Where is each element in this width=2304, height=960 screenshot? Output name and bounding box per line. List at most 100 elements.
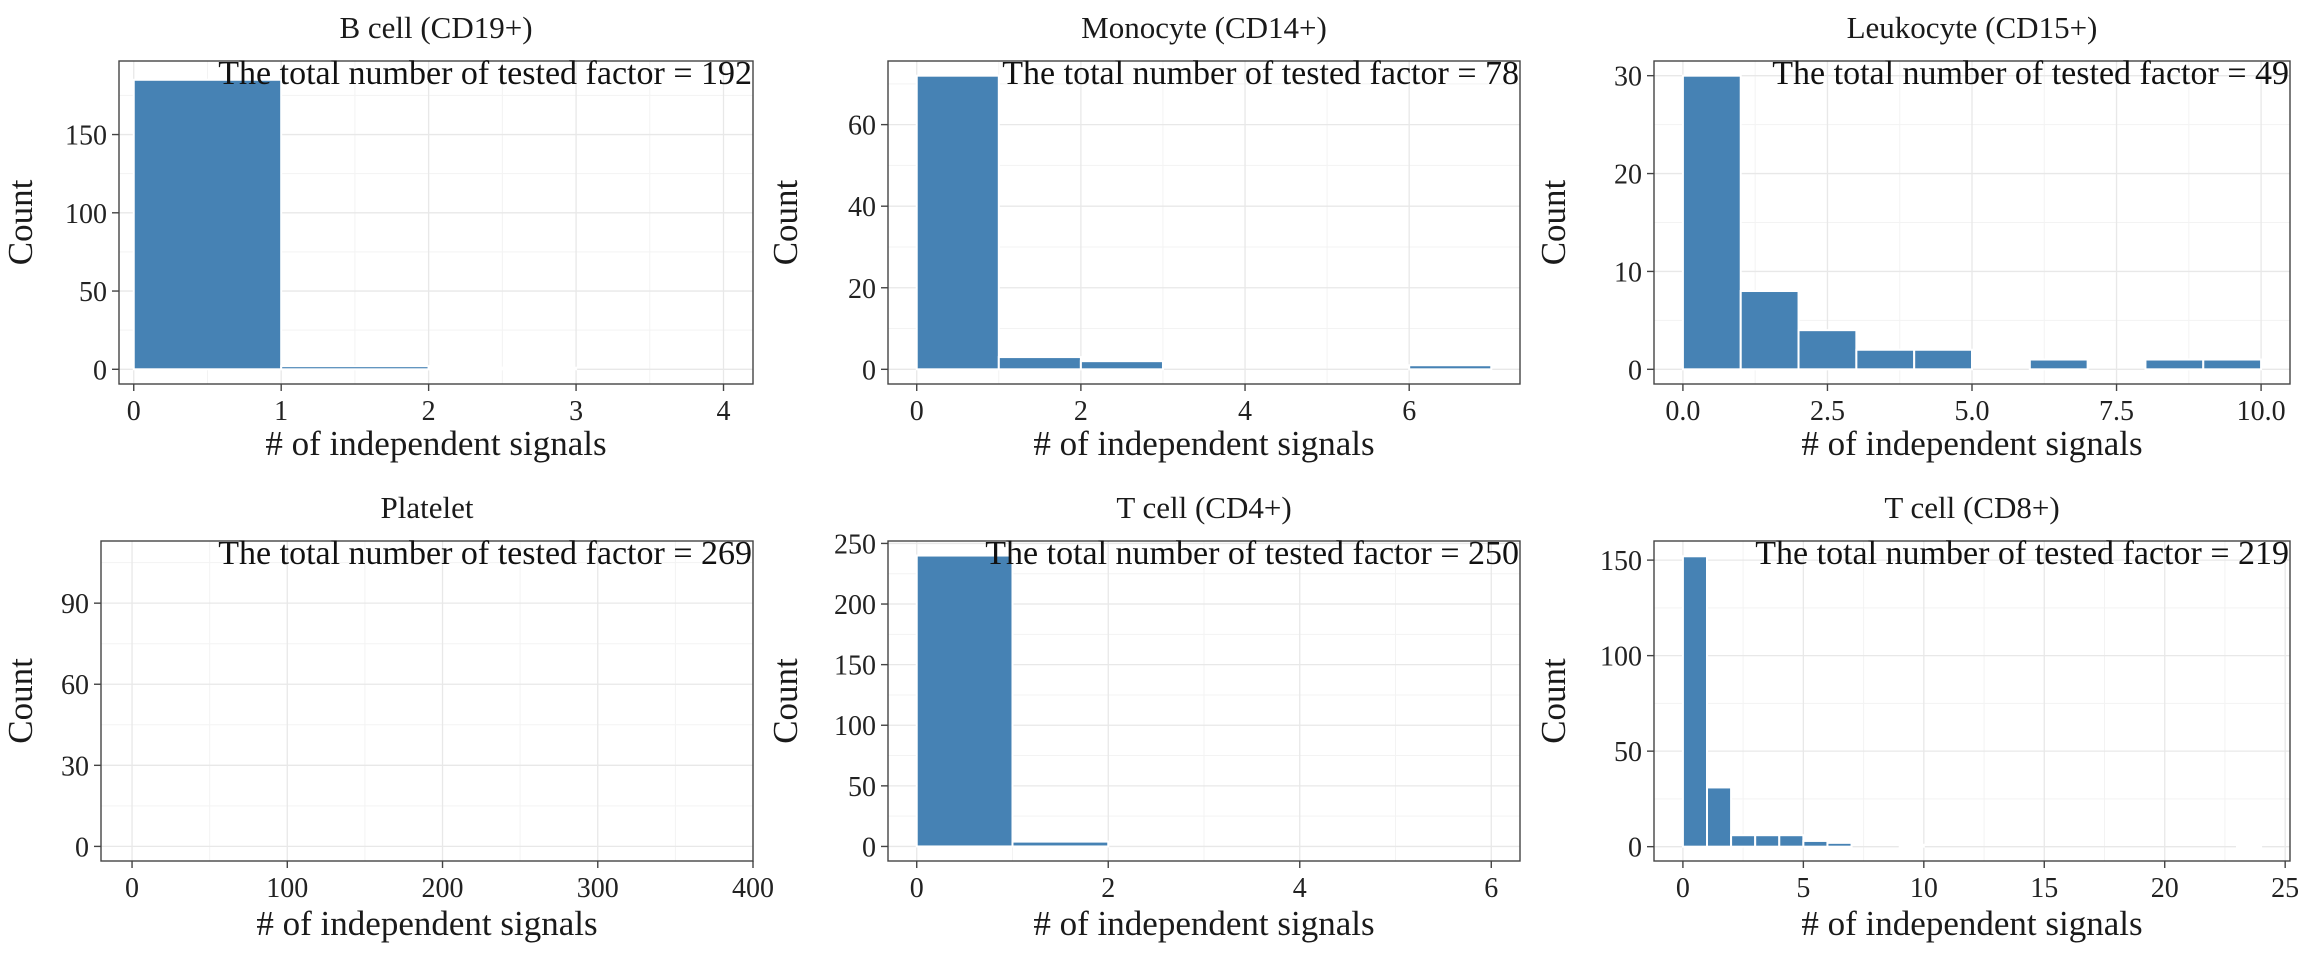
histogram-bar	[427, 366, 578, 371]
x-tick-label: 0	[1676, 873, 1690, 904]
y-axis-label: Count	[1534, 658, 1573, 744]
plot-border	[100, 540, 754, 862]
histogram-bar	[1913, 348, 1973, 371]
y-tick-label: 60	[848, 111, 876, 142]
x-tick-label: 0	[127, 396, 141, 427]
y-tick-label: 40	[848, 192, 876, 223]
histogram-bar	[915, 74, 1000, 371]
x-tick-label: 5	[1796, 873, 1810, 904]
histogram-bar	[132, 78, 283, 371]
x-tick-label: 400	[732, 873, 774, 904]
y-tick-label: 20	[1614, 160, 1642, 191]
y-tick-label: 50	[848, 772, 876, 803]
y-tick-label: 150	[1600, 546, 1642, 577]
x-tick-label: 4	[1293, 873, 1307, 904]
y-tick-label: 0	[1628, 355, 1642, 386]
x-tick-label: 300	[577, 873, 619, 904]
total-factor-annotation: The total number of tested factor = 49	[1772, 55, 2289, 92]
y-tick-label: 0	[1628, 833, 1642, 864]
x-tick-label: 0.0	[1665, 396, 1700, 427]
x-tick-label: 15	[2030, 873, 2058, 904]
y-tick-label: 150	[834, 651, 876, 682]
x-tick-label: 0	[125, 873, 139, 904]
y-tick-label: 200	[834, 590, 876, 621]
y-tick-label: 0	[93, 355, 107, 386]
total-factor-annotation: The total number of tested factor = 192	[218, 55, 752, 92]
x-tick-label: 10.0	[2237, 396, 2286, 427]
x-axis-label: # of independent signals	[1033, 904, 1374, 943]
x-tick-label: 10	[1910, 873, 1938, 904]
x-tick-label: 2	[1101, 873, 1115, 904]
y-axis-label: Count	[1, 658, 40, 744]
y-tick-label: 30	[1614, 62, 1642, 93]
y-tick-label: 250	[834, 529, 876, 560]
x-tick-label: 6	[1402, 396, 1416, 427]
y-tick-label: 0	[862, 832, 876, 863]
y-tick-label: 90	[61, 589, 89, 620]
x-tick-label: 2.5	[1810, 396, 1845, 427]
panel-4: 0 2 4 6 0 50 100 150 200 250 The total number of t…	[766, 490, 1521, 943]
y-tick-label: 10	[1614, 257, 1642, 288]
y-tick-label: 20	[848, 274, 876, 305]
x-tick-label: 100	[266, 873, 308, 904]
x-tick-label: 3	[569, 396, 583, 427]
total-factor-annotation: The total number of tested factor = 78	[1002, 55, 1519, 92]
total-factor-annotation: The total number of tested factor = 250	[985, 535, 1519, 572]
histogram-bar	[1797, 329, 1858, 371]
y-tick-label: 100	[65, 199, 107, 230]
panel-title: T cell (CD8+)	[1884, 490, 2059, 525]
histogram-bar	[2202, 358, 2263, 371]
y-tick-label: 60	[61, 670, 89, 701]
x-tick-label: 2	[422, 396, 436, 427]
total-factor-annotation: The total number of tested factor = 269	[218, 535, 752, 572]
histogram-bar	[1681, 555, 1708, 848]
x-tick-label: 5.0	[1955, 396, 1990, 427]
x-axis-label: # of independent signals	[1033, 424, 1374, 463]
histogram-bar	[1706, 786, 1733, 848]
panel-title: Monocyte (CD14+)	[1081, 10, 1327, 45]
histogram-bar	[1730, 834, 1757, 848]
panel-title: T cell (CD4+)	[1116, 490, 1291, 525]
plot-border	[887, 60, 1521, 385]
x-tick-label: 4	[1238, 396, 1252, 427]
panel-0: 0 1 2 3 4 0 50 100 150 The total number of tested…	[1, 10, 754, 463]
y-axis-label: Count	[766, 658, 805, 744]
panel-title: Leukocyte (CD15+)	[1847, 10, 2098, 45]
x-tick-label: 0	[910, 873, 924, 904]
histogram-bar	[2144, 358, 2205, 371]
x-axis-label: # of independent signals	[265, 424, 606, 463]
histogram-bar	[1739, 290, 1800, 371]
y-tick-label: 0	[862, 355, 876, 386]
histogram-bar	[280, 365, 430, 371]
x-axis-label: # of independent signals	[256, 904, 597, 943]
x-tick-label: 2	[1074, 396, 1088, 427]
histogram-bar	[1754, 834, 1781, 848]
histogram-bar	[1681, 74, 1742, 371]
plot-border	[887, 540, 1521, 862]
panel-title: Platelet	[381, 490, 474, 525]
x-tick-label: 7.5	[2099, 396, 2134, 427]
plot-border	[1653, 540, 2291, 862]
histogram-bar	[1778, 834, 1805, 848]
x-tick-label: 1	[274, 396, 288, 427]
y-tick-label: 100	[834, 711, 876, 742]
y-tick-label: 50	[1614, 737, 1642, 768]
plot-border	[118, 60, 754, 385]
histogram-bar	[2028, 358, 2089, 371]
y-axis-label: Count	[1534, 179, 1573, 265]
histogram-bar	[915, 554, 1014, 848]
y-axis-label: Count	[766, 179, 805, 265]
x-tick-label: 6	[1484, 873, 1498, 904]
x-tick-label: 4	[717, 396, 731, 427]
x-tick-label: 20	[2151, 873, 2179, 904]
y-tick-label: 150	[65, 121, 107, 152]
histogram-bar	[2236, 843, 2263, 848]
x-axis-label: # of independent signals	[1801, 424, 2142, 463]
x-tick-label: 25	[2271, 873, 2299, 904]
histogram-bar	[1802, 839, 1829, 848]
histogram-bar	[1855, 348, 1916, 371]
histogram-bar	[997, 356, 1082, 371]
total-factor-annotation: The total number of tested factor = 219	[1755, 535, 2289, 572]
x-tick-label: 0	[910, 396, 924, 427]
